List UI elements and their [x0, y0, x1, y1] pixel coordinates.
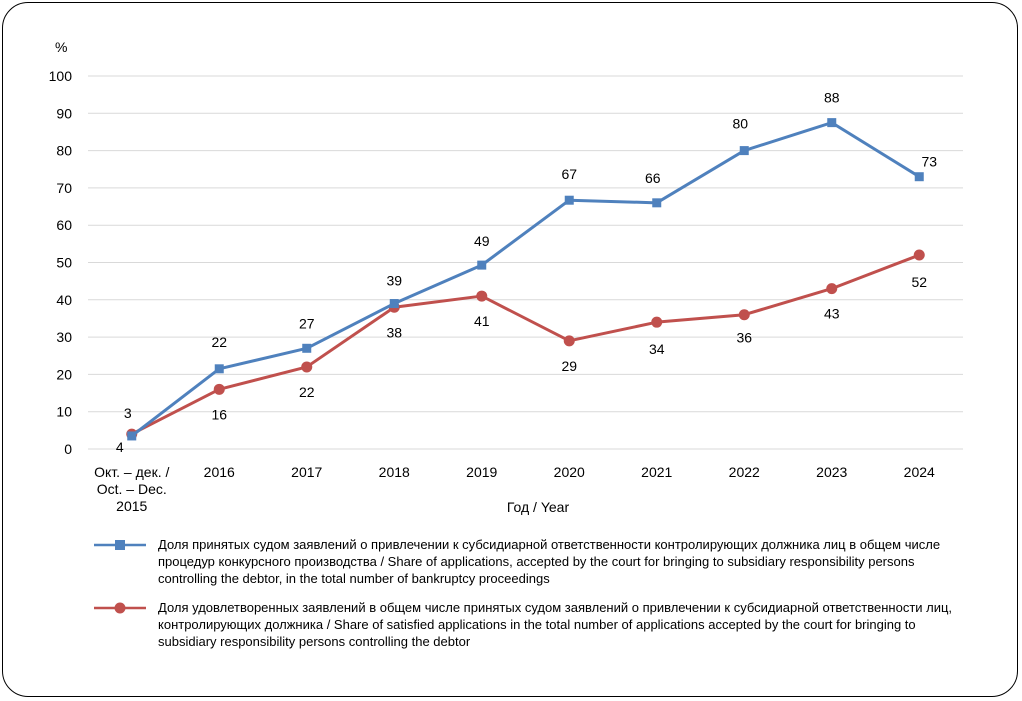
x-tick-label: 2016 — [204, 464, 235, 480]
y-tick-label: 50 — [56, 255, 72, 271]
data-label-series-1: 27 — [299, 315, 315, 331]
data-label-series-2: 52 — [911, 274, 927, 290]
data-label-series-2: 4 — [116, 439, 124, 455]
legend-marker-blue-square — [94, 540, 146, 550]
data-label-series-2: 36 — [736, 330, 752, 346]
data-point-series-2 — [301, 361, 313, 373]
x-tick-label: 2021 — [641, 464, 672, 480]
data-point-series-1 — [477, 260, 487, 270]
data-point-series-1 — [302, 343, 312, 353]
x-tick-label: 2023 — [816, 464, 847, 480]
x-tick-label: Окт. – дек. / Oct. – Dec. 2015 — [94, 464, 169, 514]
data-label-series-1: 39 — [386, 273, 402, 289]
data-point-series-1 — [564, 195, 574, 205]
data-point-series-1 — [652, 198, 662, 208]
x-tick-label: 2024 — [904, 464, 935, 480]
data-label-series-2: 43 — [824, 306, 840, 322]
data-label-series-1: 49 — [474, 233, 490, 249]
data-label-series-1: 3 — [124, 405, 132, 421]
legend-label-series-1: Доля принятых судом заявлений о привлече… — [158, 537, 941, 586]
y-tick-label: 60 — [56, 217, 72, 233]
x-tick-label: 2019 — [466, 464, 497, 480]
legend-marker-red-circle — [94, 602, 146, 614]
y-tick-label: 90 — [56, 105, 72, 121]
data-point-series-2 — [826, 283, 838, 295]
x-axis-label: Год / Year — [507, 499, 570, 515]
data-label-series-1: 66 — [645, 170, 661, 186]
y-tick-label: 70 — [56, 180, 72, 196]
series-line-1 — [130, 121, 921, 438]
y-axis-label: % — [55, 39, 67, 55]
data-point-series-2 — [563, 335, 575, 347]
data-point-series-2 — [651, 316, 663, 328]
y-tick-label: 0 — [64, 441, 72, 457]
data-point-series-1 — [739, 146, 749, 156]
data-label-series-1: 22 — [211, 334, 227, 350]
data-point-series-1 — [914, 172, 924, 182]
data-label-series-1: 88 — [824, 90, 840, 106]
series-line-2 — [131, 253, 920, 436]
y-tick-label: 80 — [56, 143, 72, 159]
data-point-series-1 — [127, 431, 137, 441]
data-point-series-1 — [389, 299, 399, 309]
data-label-series-2: 41 — [474, 313, 490, 329]
data-point-series-2 — [913, 249, 925, 261]
x-tick-label: 2018 — [379, 464, 410, 480]
data-label-series-2: 34 — [649, 341, 665, 357]
x-tick-label: 2017 — [291, 464, 322, 480]
data-point-series-2 — [476, 290, 488, 302]
data-point-series-2 — [213, 383, 225, 395]
y-tick-label: 40 — [56, 292, 72, 308]
data-label-series-1: 67 — [561, 166, 577, 182]
x-tick-label: 2022 — [729, 464, 760, 480]
y-tick-label: 30 — [56, 329, 72, 345]
data-label-series-2: 16 — [211, 406, 227, 422]
data-label-series-2: 29 — [561, 358, 577, 374]
data-label-series-1: 73 — [921, 154, 937, 170]
data-label-series-2: 22 — [299, 384, 315, 400]
legend-label-series-2: Доля удовлетворенных заявлений в общем ч… — [158, 600, 953, 649]
x-tick-label: 2020 — [554, 464, 585, 480]
data-point-series-1 — [827, 118, 837, 128]
y-tick-label: 10 — [56, 404, 72, 420]
data-label-series-2: 38 — [386, 324, 402, 340]
data-point-series-1 — [214, 364, 224, 374]
y-tick-label: 100 — [49, 68, 73, 84]
data-label-series-1: 80 — [732, 116, 748, 132]
data-point-series-2 — [738, 309, 750, 321]
y-tick-label: 20 — [56, 366, 72, 382]
